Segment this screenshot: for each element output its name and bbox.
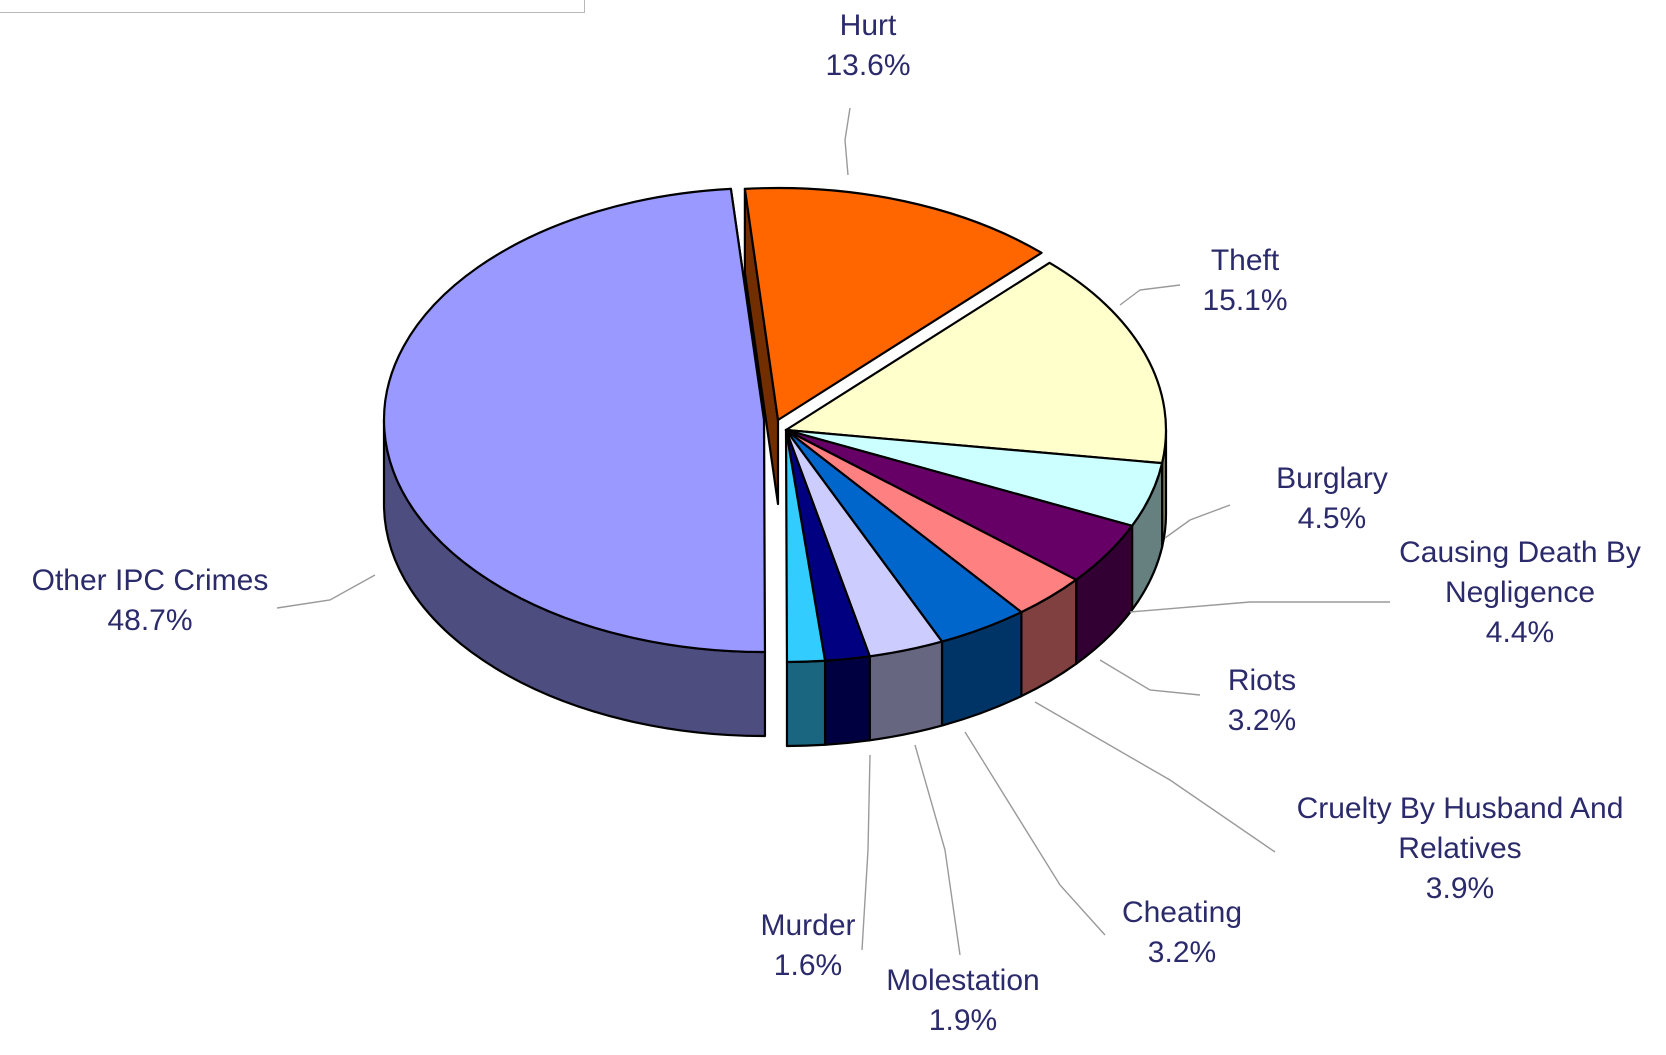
leader-line-theft <box>1119 284 1181 306</box>
slice-murder <box>784 428 827 664</box>
leader-line-riots <box>1099 659 1201 696</box>
slice-label-molestation: Molestation 1.9% <box>886 964 1039 1037</box>
slice-side-murder <box>785 659 827 748</box>
slice-value-theft: 15.1% <box>1202 284 1287 317</box>
leader-line-cruelty-by-husband-and-relatives <box>1034 701 1276 853</box>
slice-value-cruelty-by-husband-and-relatives: 3.9% <box>1426 872 1494 905</box>
leader-line-murder <box>861 754 871 951</box>
leader-lines <box>276 107 1390 956</box>
slice-theft <box>784 261 1168 465</box>
pie-sides <box>382 187 1168 748</box>
slice-label-theft: Theft 15.1% <box>1202 244 1287 317</box>
slice-name-hurt: Hurt <box>840 9 897 42</box>
slice-name-other-ipc-crimes: Other IPC Crimes <box>32 564 269 597</box>
slice-name-cruelty-by-husband-and-relatives: Relatives <box>1398 832 1521 865</box>
slice-label-burglary: Burglary 4.5% <box>1276 462 1388 535</box>
leader-line-molestation <box>914 744 961 956</box>
leader-line-causing-death-by-negligence <box>1129 601 1390 613</box>
slice-side-cheating <box>868 640 944 742</box>
pie-tops <box>382 186 1168 664</box>
slice-label-cruelty-by-husband-and-relatives: Cruelty By Husband And Relatives 3.9% <box>1297 792 1624 905</box>
slice-label-cheating: Cheating 3.2% <box>1122 896 1242 969</box>
leader-line-hurt <box>844 107 851 176</box>
slice-value-burglary: 4.5% <box>1298 502 1366 535</box>
slice-labels: Hurt 13.6% Theft 15.1% Burglary 4.5% Causing D… <box>32 9 1641 1037</box>
leader-line-cheating <box>964 731 1106 936</box>
slice-name-cruelty-by-husband-and-relatives: Cruelty By Husband And <box>1297 792 1624 825</box>
leader-line-burglary <box>1164 504 1231 539</box>
slice-other-ipc-crimes <box>382 187 767 654</box>
slice-name-cheating: Cheating <box>1122 896 1242 929</box>
slice-name-murder: Murder <box>760 909 855 942</box>
corner-frame <box>0 0 585 13</box>
slice-value-hurt: 13.6% <box>825 49 910 82</box>
slice-value-molestation: 1.9% <box>929 1004 997 1037</box>
slice-label-murder: Murder 1.6% <box>760 909 855 982</box>
slice-name-burglary: Burglary <box>1276 462 1388 495</box>
slice-name-molestation: Molestation <box>886 964 1039 997</box>
slice-label-riots: Riots 3.2% <box>1228 664 1296 737</box>
slice-value-cheating: 3.2% <box>1148 936 1216 969</box>
slice-value-murder: 1.6% <box>774 949 842 982</box>
slice-value-other-ipc-crimes: 48.7% <box>107 604 192 637</box>
slice-name-theft: Theft <box>1211 244 1280 277</box>
slice-name-causing-death-by-negligence: Negligence <box>1445 576 1595 609</box>
slice-value-causing-death-by-negligence: 4.4% <box>1486 616 1554 649</box>
slice-value-riots: 3.2% <box>1228 704 1296 737</box>
slice-side-molestation <box>823 655 871 746</box>
slice-label-hurt: Hurt 13.6% <box>825 9 910 82</box>
slice-label-other-ipc-crimes: Other IPC Crimes 48.7% <box>32 564 269 637</box>
slice-hurt <box>743 186 1043 422</box>
slice-label-causing-death-by-negligence: Causing Death By Negligence 4.4% <box>1399 536 1641 649</box>
slice-name-riots: Riots <box>1228 664 1296 697</box>
slice-name-causing-death-by-negligence: Causing Death By <box>1399 536 1641 569</box>
leader-line-other-ipc-crimes <box>276 574 376 609</box>
